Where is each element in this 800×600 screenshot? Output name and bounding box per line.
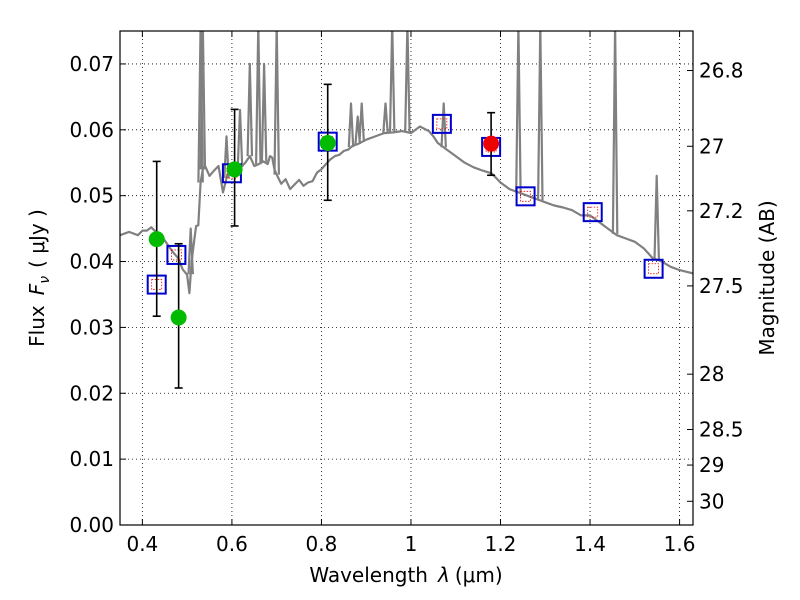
x-tick-label: 1.2	[485, 532, 517, 556]
emission-line	[388, 31, 396, 133]
emission-line	[653, 174, 660, 260]
x-tick-label: 1.6	[664, 532, 696, 556]
y-tick-label: 0.01	[69, 447, 114, 471]
emission-line	[611, 31, 619, 234]
model-photometry-box-inner	[587, 206, 599, 218]
model-photometry-box	[515, 186, 536, 207]
y2-tick-label: 29	[699, 453, 724, 477]
y-tick-label: 0.02	[69, 381, 114, 405]
observed-point	[319, 134, 336, 151]
emission-line	[199, 31, 207, 170]
observed-point-highlight	[483, 135, 500, 152]
y-tick-label: 0.04	[69, 250, 114, 274]
y-tick-label: 0.07	[69, 52, 114, 76]
model-photometry-box-inner	[520, 190, 531, 202]
model-photometry-box-inner	[171, 249, 182, 261]
y-tick-label: 0.03	[69, 315, 114, 339]
x-tick-label: 0.8	[306, 532, 338, 556]
y2-axis-label: Magnitude (AB)	[755, 200, 779, 355]
y-axis-label: FluxFν( μJy )	[25, 209, 53, 347]
y-tick-label: 0.00	[69, 513, 114, 537]
emission-line	[255, 31, 262, 165]
x-tick-label: 1	[405, 532, 418, 556]
y2-tick-label: 30	[699, 489, 724, 513]
y2-tick-label: 26.8	[699, 59, 744, 83]
y2-tick-label: 27.2	[699, 199, 744, 223]
plot-frame	[119, 30, 694, 526]
y2-tick-label: 28	[699, 362, 724, 386]
y2-tick-label: 27.5	[699, 274, 744, 298]
emission-line	[537, 31, 544, 201]
emission-line	[236, 108, 244, 167]
model-photometry-box	[166, 244, 187, 265]
emission-line	[187, 227, 194, 275]
x-tick-label: 0.4	[126, 532, 158, 556]
y-tick-label: 0.06	[69, 118, 114, 142]
points-layer	[146, 83, 664, 389]
emission-line	[246, 62, 254, 157]
x-tick-label: 1.4	[574, 532, 606, 556]
model-photometry-box	[582, 202, 603, 223]
data-layer	[120, 31, 693, 295]
emission-line	[260, 62, 268, 162]
observed-point	[226, 161, 243, 178]
model-photometry-box-inner	[436, 118, 448, 130]
x-axis-label: Wavelength λ (μm)	[309, 563, 502, 587]
emission-line	[273, 31, 280, 175]
x-tick-label: 0.6	[216, 532, 248, 556]
y2-tick-label: 28.5	[699, 417, 744, 441]
observed-point	[170, 309, 187, 326]
emission-line	[382, 102, 389, 134]
ticks-layer: 0.4 0.6 0.8 1 1.2 1.4 1.6 0.00 0.01 0.02 0.03 0.04 0…	[69, 31, 744, 556]
y2-tick-label: 27	[699, 134, 724, 158]
model-spectrum-line	[120, 125, 693, 295]
emission-line	[404, 31, 411, 133]
emission-line	[358, 102, 365, 143]
model-photometry-box-inner	[648, 263, 660, 275]
observed-point	[148, 231, 165, 248]
model-photometry-box	[643, 258, 664, 279]
emission-line	[515, 31, 522, 193]
model-photometry-box	[431, 113, 452, 134]
y-tick-label: 0.05	[69, 184, 114, 208]
emission-line	[347, 102, 355, 148]
